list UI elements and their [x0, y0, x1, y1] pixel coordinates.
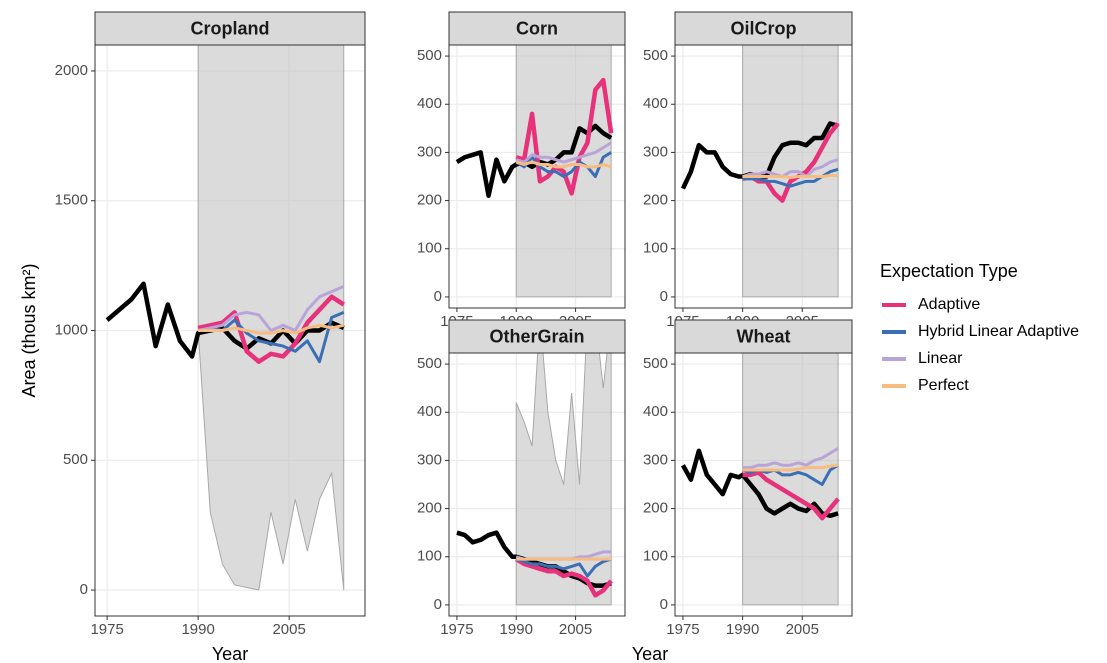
y-tick-label: 300: [417, 451, 442, 468]
strip-label: Corn: [516, 18, 558, 38]
y-tick-label: 400: [417, 403, 442, 420]
plot-area: [455, 45, 614, 298]
uncertainty-band: [515, 353, 612, 606]
series-line: [197, 284, 345, 332]
legend-title: Expectation Type: [880, 261, 1018, 281]
y-tick-label: 100: [417, 548, 442, 565]
x-axis-title: Year: [632, 644, 668, 663]
x-tick-label: 2005: [559, 621, 592, 638]
y-tick-label: 100: [643, 240, 668, 257]
y-tick-label: 2000: [55, 62, 88, 79]
series-line: [515, 141, 612, 164]
y-tick-label: 200: [643, 500, 668, 517]
y-tick-label: 300: [643, 143, 668, 160]
strip: [674, 319, 853, 354]
series-line: [515, 160, 612, 169]
y-tick-label: 0: [434, 596, 442, 613]
y-tick-label: 400: [417, 95, 442, 112]
x-tick-label: 1990: [500, 621, 533, 638]
y-tick-label: 0: [434, 288, 442, 305]
panel: 0100200300400500197519902005Corn: [417, 11, 626, 330]
y-tick-label: 500: [417, 47, 442, 64]
series-line: [742, 470, 840, 521]
y-tick-label: 500: [643, 355, 668, 372]
y-tick-label: 0: [80, 581, 88, 598]
x-tick-label: 1975: [666, 621, 699, 638]
legend-label: Hybrid Linear Adaptive: [918, 323, 1079, 340]
series-line: [742, 158, 839, 178]
y-axis-title: Area (thous km²): [19, 263, 39, 397]
x-tick-label: 1990: [726, 621, 759, 638]
y-tick-label: 0: [660, 288, 668, 305]
uncertainty-band: [742, 45, 839, 298]
strip-label: OilCrop: [731, 18, 797, 38]
legend-label: Linear: [918, 350, 963, 367]
strip: [94, 11, 366, 46]
y-tick-label: 500: [63, 451, 88, 468]
strip-label: Cropland: [191, 18, 270, 38]
y-tick-label: 200: [417, 192, 442, 209]
plot-area: [105, 45, 345, 591]
x-tick-label: 2005: [272, 621, 305, 638]
y-tick-label: 200: [417, 500, 442, 517]
series-line: [198, 323, 345, 335]
series-line: [741, 122, 840, 203]
series-line: [515, 557, 612, 578]
panel: 0 100 200 300 400 500 1975 1990 2005 Wheat: [643, 319, 853, 638]
x-tick-label: 1975: [440, 621, 473, 638]
strip-label: Wheat: [737, 326, 791, 346]
y-tick-label: 300: [643, 451, 668, 468]
y-tick-label: 100: [417, 240, 442, 257]
series-line: [105, 281, 345, 359]
x-tick-label: 1990: [181, 621, 214, 638]
y-tick-label: 400: [643, 403, 668, 420]
plot-area: [680, 45, 840, 298]
strip: [448, 319, 626, 354]
panel: 0 500 1000 1500 2000 1975 1990 2005 Cropland Year…: [19, 11, 366, 663]
series-line: [742, 447, 839, 470]
y-tick-label: 500: [643, 47, 668, 64]
y-tick-label: 1000: [55, 321, 88, 338]
strip: [448, 11, 626, 46]
y-tick-label: 500: [417, 355, 442, 372]
y-tick-label: 200: [643, 192, 668, 209]
panel: 0100200300400500197519902005OilCrop: [643, 11, 853, 330]
y-tick-label: 100: [643, 548, 668, 565]
uncertainty-band: [742, 353, 839, 606]
series-line: [742, 463, 839, 472]
uncertainty-band: [197, 45, 345, 591]
series-line: [197, 294, 345, 364]
y-tick-label: 300: [417, 143, 442, 160]
series-line: [742, 174, 839, 179]
y-tick-label: 1500: [55, 192, 88, 209]
strip-label: OtherGrain: [489, 326, 584, 346]
plot-area: [456, 353, 613, 606]
series-line: [515, 77, 614, 196]
y-tick-label: 400: [643, 95, 668, 112]
series-line: [455, 123, 613, 199]
panel: 0 100 200 300 400 500 1975 1990 2005 OtherGrain Ye…: [417, 319, 668, 663]
legend-label: Adaptive: [918, 296, 980, 313]
x-tick-label: 2005: [786, 621, 819, 638]
x-axis-title: Year: [212, 644, 248, 663]
y-tick-label: 0: [660, 596, 668, 613]
legend-label: Perfect: [918, 377, 969, 394]
plot-area: [680, 353, 840, 606]
series-line: [515, 557, 613, 598]
series-line: [515, 151, 612, 178]
x-tick-label: 1975: [90, 621, 123, 638]
strip: [674, 11, 853, 46]
